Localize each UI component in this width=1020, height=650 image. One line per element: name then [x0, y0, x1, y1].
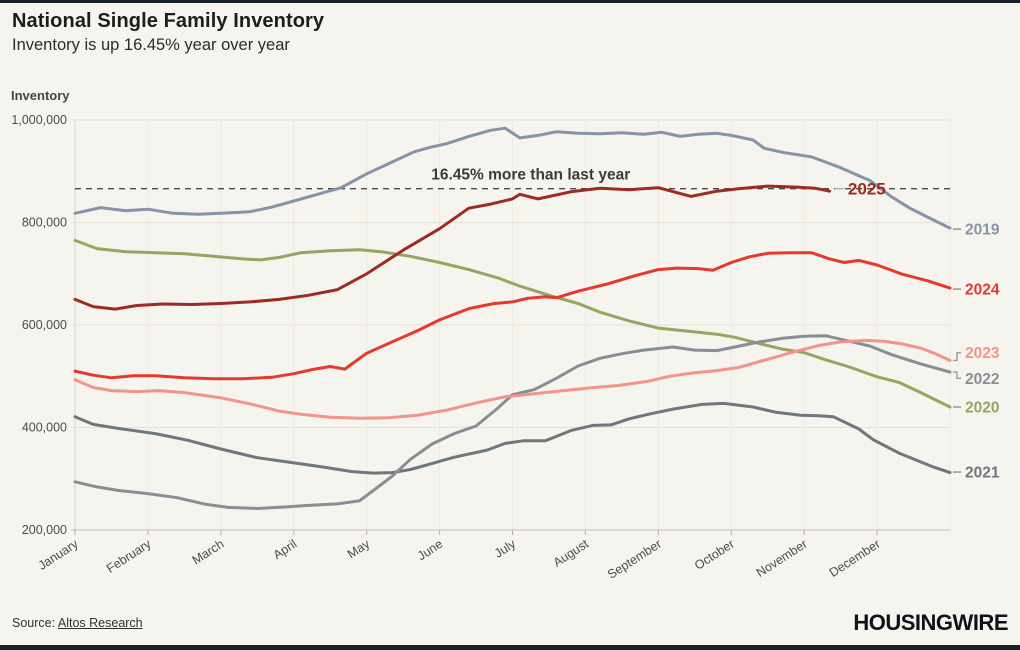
x-tick-label: November	[754, 537, 810, 580]
y-tick-label: 600,000	[22, 318, 67, 332]
series-line-2021	[73, 401, 952, 475]
y-tick-label: 200,000	[22, 523, 67, 537]
y-tick-label: 1,000,000	[11, 113, 67, 127]
x-tick-label: March	[190, 537, 227, 568]
y-tick-label: 400,000	[22, 421, 67, 435]
legend-label-2023: 2023	[965, 345, 1000, 362]
inline-label-2025: 2025	[848, 180, 886, 199]
x-tick-label: April	[271, 537, 300, 562]
source-prefix: Source:	[12, 616, 58, 630]
x-tick-label: December	[827, 537, 883, 580]
series-line-2019	[73, 126, 952, 230]
x-tick-label: October	[692, 537, 737, 573]
y-axis-title: Inventory	[11, 88, 70, 103]
y-tick-label: 800,000	[22, 216, 67, 230]
legend-label-2021: 2021	[965, 465, 1000, 482]
x-tick-label: January	[36, 536, 82, 572]
brand-logo: HOUSINGWIRE	[853, 610, 1008, 635]
legend-elbow-2022	[953, 371, 961, 379]
x-tick-label: July	[492, 536, 519, 560]
page-title: National Single Family Inventory	[12, 10, 325, 32]
source-link[interactable]: Altos Research	[57, 616, 143, 630]
x-tick-label: June	[415, 537, 445, 564]
source-label: Source: Altos Research	[12, 616, 143, 630]
legend-label-2019: 2019	[965, 222, 1000, 239]
series-line-2023	[73, 338, 952, 420]
legend-label-2020: 2020	[965, 400, 999, 417]
x-tick-label: September	[605, 537, 664, 582]
legend-label-2022: 2022	[965, 371, 999, 388]
legend-elbow-2023	[953, 352, 961, 362]
bottom-accent-bar	[0, 645, 1020, 650]
series-line-2024	[73, 251, 952, 381]
series-line-2025	[73, 184, 832, 311]
top-accent-bar	[0, 0, 1020, 3]
x-tick-label: February	[104, 536, 154, 575]
x-tick-label: August	[551, 536, 592, 569]
series-line-2020	[73, 238, 952, 409]
x-tick-label: May	[345, 536, 373, 561]
legend-label-2024: 2024	[965, 282, 1000, 299]
page-subtitle: Inventory is up 16.45% year over year	[12, 36, 290, 54]
annotation-text: 16.45% more than last year	[431, 167, 630, 184]
